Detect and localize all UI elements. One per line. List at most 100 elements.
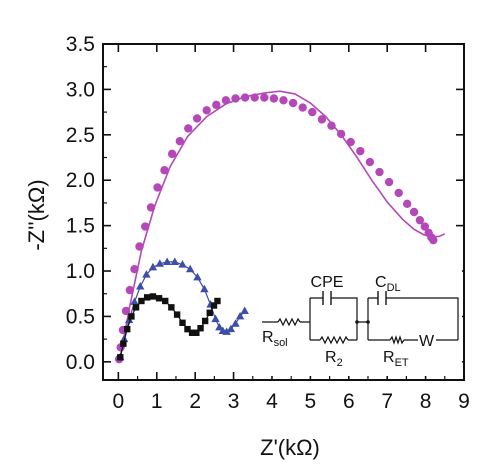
x-tick-label: 8 [420,390,432,413]
x-tick-label: 4 [266,390,278,413]
data-point [128,313,135,320]
data-point [185,264,195,273]
data-point [155,259,165,267]
data-point [212,100,221,110]
data-point [119,334,129,343]
data-point [269,94,279,103]
data-point [210,302,218,309]
data-point [179,319,186,326]
data-point [193,329,200,336]
data-point [402,199,412,209]
data-point [235,311,245,320]
x-tick-label: 7 [381,390,393,413]
data-point [409,207,419,217]
y-tick-label: 1.0 [66,260,95,283]
data-point [298,103,307,112]
resistor-ret-symbol [389,335,405,345]
data-point [162,257,172,265]
data-point [384,177,394,187]
data-point [149,293,157,300]
data-point [184,124,193,133]
x-tick-label: 9 [458,390,470,413]
fit-line-series-1 [119,90,446,358]
x-tick-label: 1 [151,390,163,413]
data-point [317,115,327,124]
data-point [240,306,249,314]
data-point [214,297,221,305]
x-tick-label: 5 [305,390,317,413]
data-point [202,106,211,115]
circuit-wires [262,297,459,341]
data-point [193,272,202,281]
data-point [288,98,298,108]
data-point [211,314,220,323]
y-tick-label: 2.0 [66,169,95,192]
capacitor-cpe-symbol [322,291,332,305]
data-point [308,107,317,117]
data-point [130,297,139,305]
data-point [415,215,425,225]
data-point [197,325,204,332]
series-layer [114,90,446,364]
data-point [201,317,209,325]
data-point [215,322,224,331]
data-point [222,327,231,335]
data-point [375,167,384,177]
data-point [142,270,151,278]
data-point [231,319,240,327]
data-point [260,93,269,102]
x-tick-label: 3 [228,390,240,413]
y-tick-label: 3.5 [66,33,95,56]
x-tick-label: 0 [113,390,125,413]
circuit-box [258,266,462,376]
y-tick-label: 3.0 [66,78,95,101]
y-tick-label: 1.5 [66,215,95,238]
y-tick-label: 0.5 [66,305,95,328]
data-point [394,188,403,198]
data-point [356,146,365,156]
data-point [148,262,158,271]
series-2-triangle-markers [116,257,249,361]
data-point [178,260,187,268]
data-point [327,121,336,130]
y-axis-title: -Z''(kΩ) [24,179,49,250]
data-point [188,329,196,336]
data-point [420,222,430,231]
data-point [138,297,145,305]
data-point [168,304,175,311]
rsol-label: Rsol [262,329,288,349]
data-point [429,235,438,245]
y-tick-label: 0.0 [66,351,95,374]
plot-area [102,43,465,381]
resistor-rsol-symbol [277,317,301,327]
data-point [175,136,185,146]
data-point [136,281,145,290]
data-point [167,149,177,159]
data-point [192,114,202,123]
x-tick-label: 2 [189,390,201,413]
data-point [173,311,181,318]
data-point [123,325,131,333]
data-point [206,309,213,316]
cdl-label: CDL [375,274,401,294]
cpe-label: CPE [311,274,344,291]
data-point [170,257,180,265]
plot-frame [102,43,465,381]
data-point [279,96,288,105]
data-point [120,340,127,347]
equivalent-circuit-inset: CPE CDL Rsol R2 RET W [258,266,462,376]
circuit-node [366,320,370,324]
data-point [155,295,163,302]
x-tick-label: 6 [343,390,355,413]
r2-label: R2 [325,349,343,369]
data-point [117,354,124,361]
warburg-label: W [419,333,435,350]
ret-label: RET [383,349,409,369]
y-tick-label: 2.5 [66,124,95,147]
circuit-node [355,320,359,324]
data-point [226,324,236,333]
data-point [143,294,151,301]
series-3-square-markers [117,293,221,361]
data-point [200,284,209,293]
